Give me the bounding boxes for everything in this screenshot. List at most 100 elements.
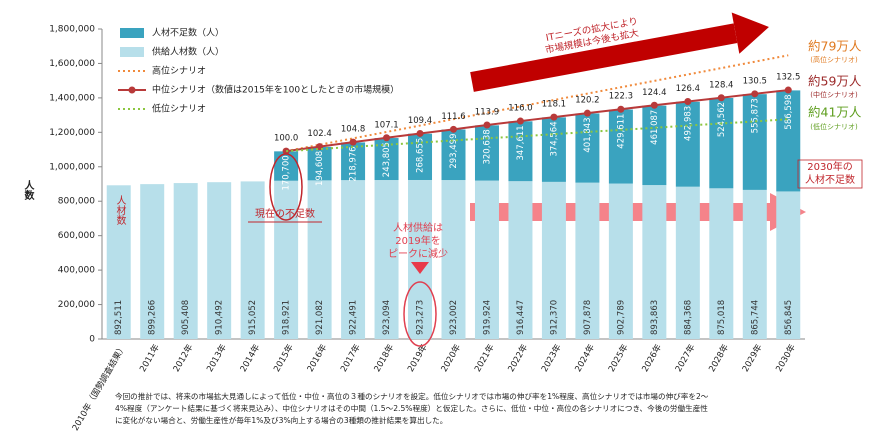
bar	[776, 191, 801, 339]
line-marker	[684, 98, 692, 106]
bar-value-label: 268,655	[416, 138, 426, 173]
x-tick-label: 2029年	[740, 342, 765, 374]
legend-label: 低位シナリオ	[152, 103, 206, 115]
bar	[307, 146, 332, 181]
line-value-label: 116.0	[508, 104, 532, 114]
bar	[374, 180, 399, 339]
bar	[140, 184, 165, 339]
bar	[408, 133, 433, 180]
line-value-label: 109.4	[408, 116, 432, 126]
highlight-ellipse	[269, 153, 303, 221]
bar-value-label: 347,611	[516, 125, 526, 160]
bar	[675, 101, 700, 187]
callout-box	[797, 159, 863, 189]
highlight-ellipse	[403, 281, 437, 347]
annotation: 人材不足数	[805, 173, 855, 186]
line-value-label: 128.4	[709, 80, 733, 90]
x-tick-label: 2030年	[773, 342, 798, 374]
x-tick-label: 2028年	[706, 342, 731, 374]
legend-swatch	[120, 47, 144, 57]
y-tick-label: 1,600,000	[49, 59, 95, 69]
annotation: 4%程度（アンケート結果に基づく将来見込み）、中位シナリオはその中間（1.5～2…	[115, 403, 708, 413]
bar-value-label: 194,608	[315, 151, 325, 186]
annotation: 人材数	[114, 195, 126, 226]
bar-value-label: 865,744	[750, 300, 760, 335]
bar	[106, 185, 131, 339]
x-tick-label: 2026年	[640, 342, 665, 374]
bar	[474, 180, 499, 339]
bar	[742, 189, 767, 339]
bar-value-label: 923,002	[449, 300, 459, 335]
bar	[307, 180, 332, 339]
annotation: 約41万人	[808, 105, 862, 120]
bar	[341, 180, 366, 339]
bar	[274, 151, 299, 181]
bar-value-label: 907,878	[583, 300, 593, 335]
bar	[274, 180, 299, 339]
bar-value-label: 905,408	[181, 300, 191, 335]
bar	[207, 182, 232, 339]
bar-value-label: 892,511	[114, 300, 124, 335]
x-tick-label: 2020年	[439, 342, 464, 374]
annotation: 約79万人	[808, 39, 862, 54]
bar-value-label: 919,924	[482, 300, 492, 335]
bar-value-label: 918,921	[282, 300, 292, 335]
x-tick-label: 2025年	[606, 342, 631, 374]
line-marker	[516, 117, 524, 125]
y-tick-label: 400,000	[58, 266, 95, 276]
x-tick-label: 2011年	[137, 342, 162, 374]
x-tick-label: 2023年	[539, 342, 564, 374]
bar	[742, 94, 767, 190]
line-value-label: 111.6	[441, 112, 465, 122]
bar-value-label: 492,983	[683, 106, 693, 141]
legend-label: 高位シナリオ	[152, 65, 206, 77]
line-value-label: 102.4	[307, 129, 331, 139]
bar	[240, 181, 265, 339]
y-axis-label: 人数	[22, 179, 34, 201]
x-tick-label: 2022年	[506, 342, 531, 374]
bar	[709, 188, 734, 339]
line-value-label: 107.1	[374, 120, 398, 130]
bar	[575, 182, 600, 339]
bar-value-label: 524,562	[717, 102, 727, 137]
bar	[508, 121, 533, 182]
annotation: 約59万人	[808, 74, 862, 89]
x-tick-label: 2021年	[472, 342, 497, 374]
line-value-label: 124.4	[642, 88, 666, 98]
annotation: 今回の推計では、将来の市場拡大見通しによって低位・中位・高位の３種のシナリオを設…	[115, 391, 709, 401]
bar	[408, 179, 433, 339]
bar	[776, 90, 801, 192]
line-value-label: 122.3	[609, 92, 633, 102]
bar	[341, 142, 366, 181]
x-tick-label: 2013年	[204, 342, 229, 374]
legend-swatch	[120, 28, 144, 38]
bar	[474, 125, 499, 181]
line-value-label: 113.9	[475, 108, 499, 118]
annotation: (中位シナリオ)	[810, 90, 858, 99]
bar-value-label: 899,266	[148, 300, 158, 335]
x-tick-label: 2012年	[171, 342, 196, 374]
bar-value-label: 586,598	[784, 94, 794, 129]
legend-marker	[128, 86, 136, 94]
scenario-line	[286, 118, 789, 153]
bar-value-label: 856,845	[784, 300, 794, 335]
line-value-label: 130.5	[743, 76, 767, 86]
bar	[441, 129, 466, 181]
bar-value-label: 429,611	[616, 114, 626, 149]
legend-box	[112, 22, 327, 118]
line-value-label: 118.1	[542, 100, 566, 110]
line-marker	[349, 138, 357, 146]
bar-value-label: 915,052	[248, 300, 258, 335]
x-tick-label: 2024年	[573, 342, 598, 374]
bar-value-label: 461,087	[650, 110, 660, 145]
scenario-line	[285, 89, 789, 153]
y-tick-label: 0	[89, 335, 95, 345]
annotation: 人材供給は	[393, 221, 443, 234]
bar	[608, 109, 633, 184]
annotation: ピークに減少	[388, 247, 448, 260]
bar-value-label: 921,082	[315, 300, 325, 335]
pointer-triangle	[411, 262, 429, 274]
bar-value-label: 170,700	[282, 155, 292, 190]
x-tick-label: 2014年	[238, 342, 263, 374]
